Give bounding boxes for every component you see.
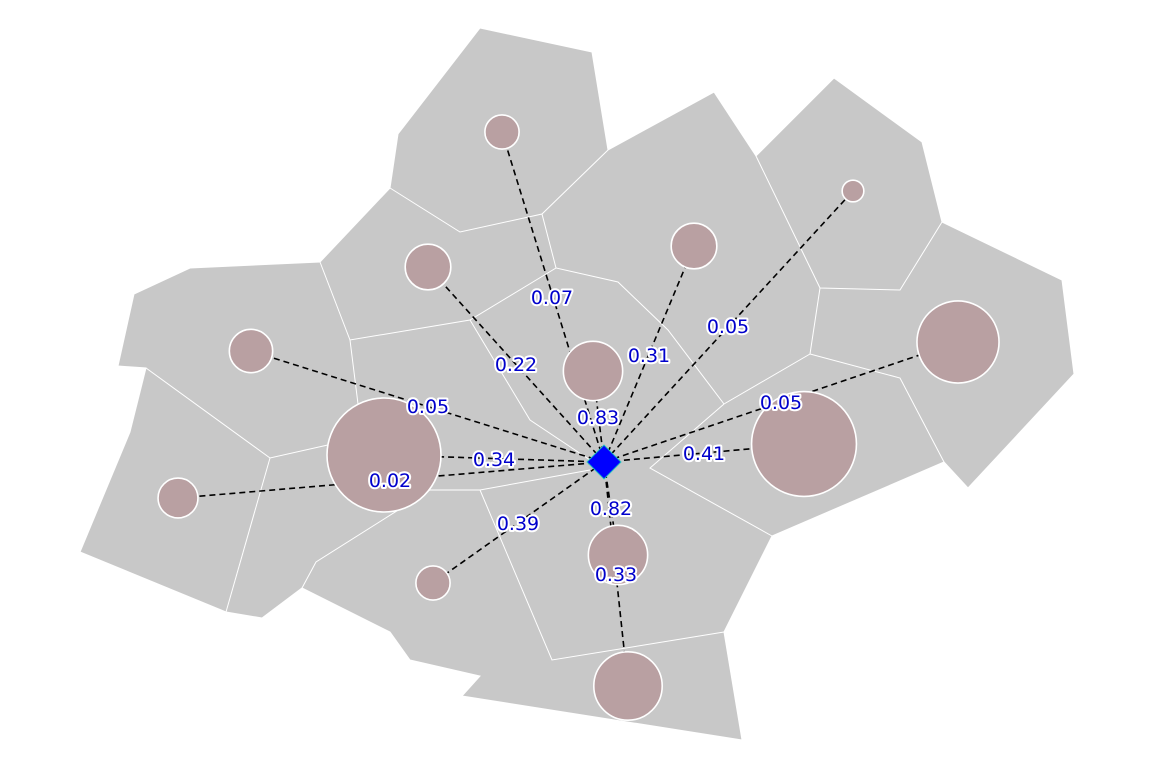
flow-label-n3: 0.05 xyxy=(407,396,449,418)
flow-label-n9: 0.05 xyxy=(707,316,749,338)
flow-line-n8 xyxy=(603,245,695,463)
flow-label-n12: 0.82 xyxy=(590,498,632,520)
flow-label-n8: 0.31 xyxy=(628,345,670,367)
flow-line-n6 xyxy=(432,461,605,584)
flow-label-n11: 0.41 xyxy=(683,443,725,465)
flow-label-n6: 0.39 xyxy=(497,513,539,535)
flow-line-n1 xyxy=(501,131,605,463)
flow-line-n11 xyxy=(603,443,805,463)
flow-circle-n3 xyxy=(228,328,274,374)
flow-circle-n7 xyxy=(562,340,624,402)
hub-marker xyxy=(586,444,622,480)
flow-line-n9 xyxy=(603,190,854,463)
flow-circle-n8 xyxy=(670,222,718,270)
flow-circle-n2 xyxy=(404,243,452,291)
flow-label-n5: 0.34 xyxy=(473,449,515,471)
flow-circle-n9 xyxy=(841,179,865,203)
flow-circle-n12 xyxy=(587,524,649,586)
flow-line-n3 xyxy=(250,350,605,463)
flow-label-n2: 0.22 xyxy=(495,354,537,376)
flow-circle-n6 xyxy=(415,565,451,601)
flow-circle-n10 xyxy=(916,300,1000,384)
region-borders xyxy=(145,149,945,661)
flow-label-n1: 0.07 xyxy=(531,287,573,309)
flow-circle-n1 xyxy=(484,114,520,150)
flow-circles xyxy=(157,114,1000,721)
flow-label-n4: 0.02 xyxy=(369,470,411,492)
flow-label-n10: 0.05 xyxy=(760,392,802,414)
flow-line-n10 xyxy=(603,341,959,463)
flow-label-n7: 0.83 xyxy=(577,407,619,429)
flow-circle-n4 xyxy=(157,477,199,519)
flow-circle-n13 xyxy=(592,650,663,721)
flow-circle-n5 xyxy=(326,397,442,513)
flow-circle-n11 xyxy=(750,390,858,498)
flow-labels: 0.07 0.22 0.05 0.02 0.34 0.39 0.83 0.31 0.05 0.05… xyxy=(367,285,804,588)
flow-line-n2 xyxy=(427,266,605,463)
flow-label-n13: 0.33 xyxy=(595,564,637,586)
